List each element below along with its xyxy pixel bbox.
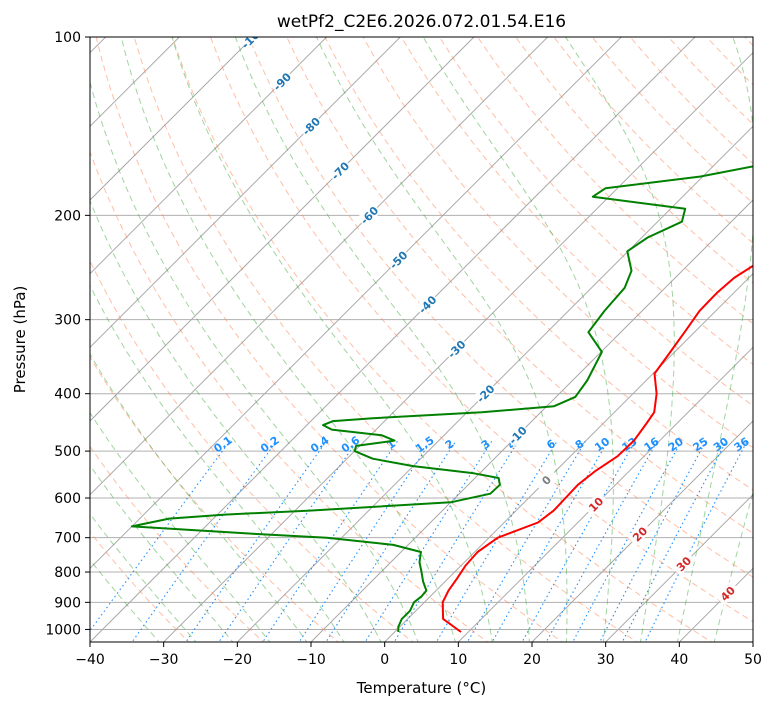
x-tick-label: 30 — [597, 652, 615, 668]
y-tick-label: 500 — [54, 444, 81, 460]
x-tick-label: −30 — [149, 652, 179, 668]
x-tick-label: 40 — [670, 652, 688, 668]
y-tick-label: 700 — [54, 531, 81, 547]
chart-title: wetPf2_C2E6.2026.072.01.54.E16 — [277, 12, 566, 32]
y-tick-label: 200 — [54, 208, 81, 224]
y-tick-label: 1000 — [45, 622, 81, 638]
y-tick-label: 100 — [54, 30, 81, 46]
x-tick-label: 20 — [523, 652, 541, 668]
y-axis-label: Pressure (hPa) — [11, 286, 29, 394]
x-tick-label: 50 — [744, 652, 762, 668]
x-axis-label: Temperature (°C) — [356, 679, 486, 697]
x-tick-label: −10 — [296, 652, 326, 668]
x-tick-label: 0 — [380, 652, 389, 668]
y-tick-label: 600 — [54, 491, 81, 507]
x-tick-label: −20 — [223, 652, 253, 668]
x-tick-label: −40 — [75, 652, 105, 668]
y-tick-label: 900 — [54, 595, 81, 611]
y-tick-label: 400 — [54, 387, 81, 403]
x-tick-label: 10 — [449, 652, 467, 668]
y-tick-label: 800 — [54, 565, 81, 581]
y-tick-label: 300 — [54, 313, 81, 329]
